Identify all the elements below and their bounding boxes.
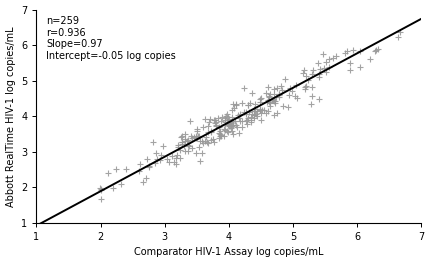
X-axis label: Comparator HIV-1 Assay log copies/mL: Comparator HIV-1 Assay log copies/mL (134, 247, 324, 257)
Y-axis label: Abbott RealTime HIV-1 log copies/mL: Abbott RealTime HIV-1 log copies/mL (6, 26, 15, 206)
Text: n=259
r=0.936
Slope=0.97
Intercept=-0.05 log copies: n=259 r=0.936 Slope=0.97 Intercept=-0.05… (46, 16, 176, 61)
